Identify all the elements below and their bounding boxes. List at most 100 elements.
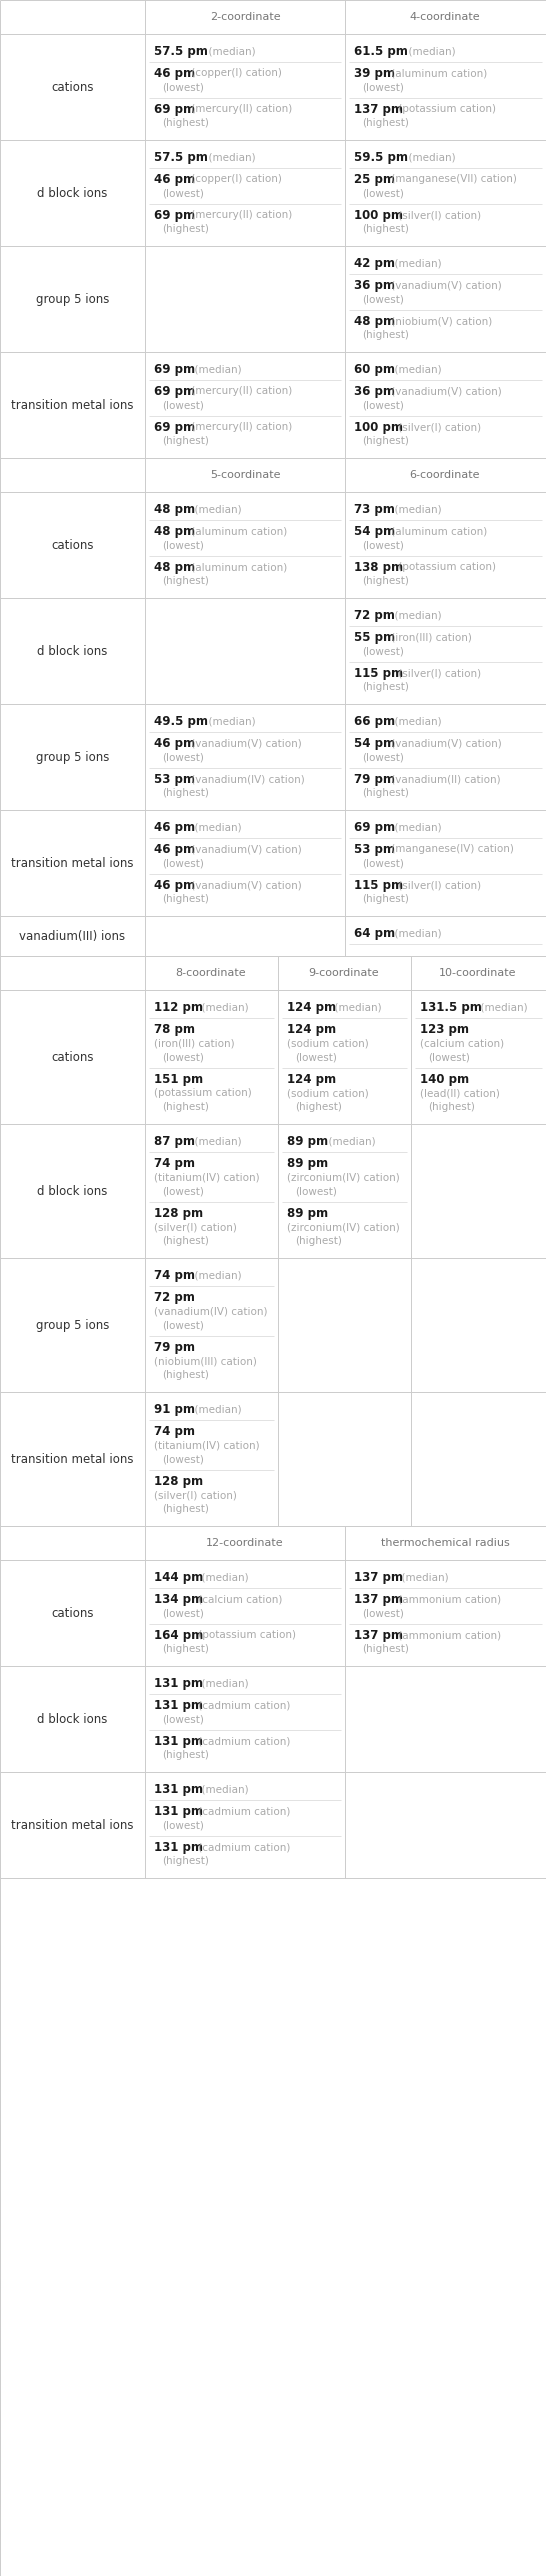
Text: (median): (median): [328, 1002, 382, 1012]
Text: 55 pm: 55 pm: [354, 631, 395, 644]
Text: (highest): (highest): [162, 577, 209, 585]
Text: (highest): (highest): [162, 1103, 209, 1113]
Text: (vanadium(V) cation): (vanadium(V) cation): [389, 281, 502, 291]
Text: (lowest): (lowest): [162, 1453, 204, 1463]
Text: (highest): (highest): [162, 894, 209, 904]
Text: transition metal ions: transition metal ions: [11, 1453, 134, 1466]
Text: 8-coordinate: 8-coordinate: [176, 969, 246, 979]
Text: 48 pm: 48 pm: [154, 502, 195, 515]
Text: (lowest): (lowest): [162, 752, 204, 762]
Text: 69 pm: 69 pm: [154, 420, 195, 433]
Text: (vanadium(V) cation): (vanadium(V) cation): [389, 737, 502, 747]
Text: (zirconium(IV) cation): (zirconium(IV) cation): [287, 1221, 400, 1231]
Text: (lowest): (lowest): [362, 294, 404, 304]
Text: (median): (median): [188, 1270, 242, 1280]
Text: (lead(II) cation): (lead(II) cation): [420, 1087, 500, 1097]
Text: cations: cations: [51, 80, 94, 93]
Text: (median): (median): [322, 1136, 375, 1146]
Text: (cadmium cation): (cadmium cation): [195, 1806, 290, 1816]
Text: 48 pm: 48 pm: [154, 562, 195, 574]
Text: 54 pm: 54 pm: [354, 737, 395, 750]
Text: (median): (median): [389, 611, 442, 621]
Text: cations: cations: [51, 1607, 94, 1620]
Text: (niobium(V) cation): (niobium(V) cation): [389, 317, 492, 327]
Text: 131.5 pm: 131.5 pm: [420, 999, 482, 1012]
Text: (vanadium(V) cation): (vanadium(V) cation): [188, 881, 302, 889]
Text: 69 pm: 69 pm: [154, 384, 195, 397]
Text: (highest): (highest): [162, 1370, 209, 1381]
Text: (copper(I) cation): (copper(I) cation): [188, 175, 282, 183]
Text: (highest): (highest): [428, 1103, 475, 1113]
Text: (median): (median): [201, 46, 255, 57]
Text: (silver(I) cation): (silver(I) cation): [154, 1489, 237, 1499]
Text: (highest): (highest): [362, 788, 409, 799]
Text: 124 pm: 124 pm: [287, 999, 336, 1012]
Text: 46 pm: 46 pm: [154, 822, 195, 835]
Text: 6-coordinate: 6-coordinate: [410, 469, 480, 479]
Text: 164 pm: 164 pm: [154, 1628, 203, 1641]
Text: (manganese(VII) cation): (manganese(VII) cation): [389, 175, 518, 183]
Text: 46 pm: 46 pm: [154, 173, 195, 185]
Text: (ammonium cation): (ammonium cation): [395, 1595, 501, 1605]
Text: (lowest): (lowest): [162, 541, 204, 551]
Text: cations: cations: [51, 538, 94, 551]
Text: 5-coordinate: 5-coordinate: [210, 469, 280, 479]
Text: (highest): (highest): [162, 788, 209, 799]
Text: 131 pm: 131 pm: [154, 1698, 203, 1710]
Text: 66 pm: 66 pm: [354, 714, 395, 726]
Text: 48 pm: 48 pm: [354, 314, 395, 327]
Text: (lowest): (lowest): [162, 1821, 204, 1829]
Text: (median): (median): [389, 363, 442, 374]
Text: (highest): (highest): [295, 1236, 342, 1247]
Text: 79 pm: 79 pm: [154, 1340, 195, 1352]
Text: (median): (median): [474, 1002, 527, 1012]
Text: 46 pm: 46 pm: [154, 67, 195, 80]
Text: thermochemical radius: thermochemical radius: [381, 1538, 509, 1548]
Text: (mercury(II) cation): (mercury(II) cation): [188, 386, 293, 397]
Text: (lowest): (lowest): [162, 1051, 204, 1061]
Text: (lowest): (lowest): [428, 1051, 470, 1061]
Text: (highest): (highest): [162, 1504, 209, 1515]
Text: 89 pm: 89 pm: [287, 1206, 328, 1218]
Text: (lowest): (lowest): [362, 752, 404, 762]
Text: (lowest): (lowest): [162, 1319, 204, 1329]
Text: 115 pm: 115 pm: [354, 878, 403, 891]
Text: (median): (median): [395, 1571, 449, 1582]
Text: 60 pm: 60 pm: [354, 363, 395, 376]
Text: (aluminum cation): (aluminum cation): [188, 562, 288, 572]
Text: (median): (median): [195, 1002, 248, 1012]
Text: (median): (median): [401, 152, 455, 162]
Text: 69 pm: 69 pm: [154, 103, 195, 116]
Text: 59.5 pm: 59.5 pm: [354, 149, 408, 162]
Text: 131 pm: 131 pm: [154, 1734, 203, 1747]
Text: vanadium(III) ions: vanadium(III) ions: [20, 930, 126, 943]
Text: (cadmium cation): (cadmium cation): [195, 1700, 290, 1710]
Text: 46 pm: 46 pm: [154, 737, 195, 750]
Text: (potassium cation): (potassium cation): [195, 1631, 296, 1641]
Text: (zirconium(IV) cation): (zirconium(IV) cation): [287, 1172, 400, 1182]
Text: (aluminum cation): (aluminum cation): [188, 526, 288, 536]
Text: 54 pm: 54 pm: [354, 526, 395, 538]
Text: (median): (median): [188, 1404, 242, 1414]
Text: (highest): (highest): [362, 577, 409, 585]
Text: 124 pm: 124 pm: [287, 1072, 336, 1084]
Text: 53 pm: 53 pm: [354, 842, 395, 855]
Text: cations: cations: [51, 1051, 94, 1064]
Text: 131 pm: 131 pm: [154, 1783, 203, 1795]
Text: transition metal ions: transition metal ions: [11, 399, 134, 412]
Text: 39 pm: 39 pm: [354, 67, 395, 80]
Text: group 5 ions: group 5 ions: [36, 750, 109, 762]
Text: (highest): (highest): [162, 1855, 209, 1865]
Text: 151 pm: 151 pm: [154, 1072, 203, 1084]
Text: (sodium cation): (sodium cation): [287, 1038, 369, 1048]
Text: (lowest): (lowest): [162, 188, 204, 198]
Text: (vanadium(V) cation): (vanadium(V) cation): [188, 845, 302, 855]
Text: 91 pm: 91 pm: [154, 1401, 195, 1414]
Text: 12-coordinate: 12-coordinate: [206, 1538, 284, 1548]
Text: 49.5 pm: 49.5 pm: [154, 714, 208, 726]
Text: 57.5 pm: 57.5 pm: [154, 44, 208, 57]
Text: (highest): (highest): [295, 1103, 342, 1113]
Text: (median): (median): [389, 505, 442, 515]
Text: 144 pm: 144 pm: [154, 1571, 203, 1584]
Text: (highest): (highest): [162, 118, 209, 129]
